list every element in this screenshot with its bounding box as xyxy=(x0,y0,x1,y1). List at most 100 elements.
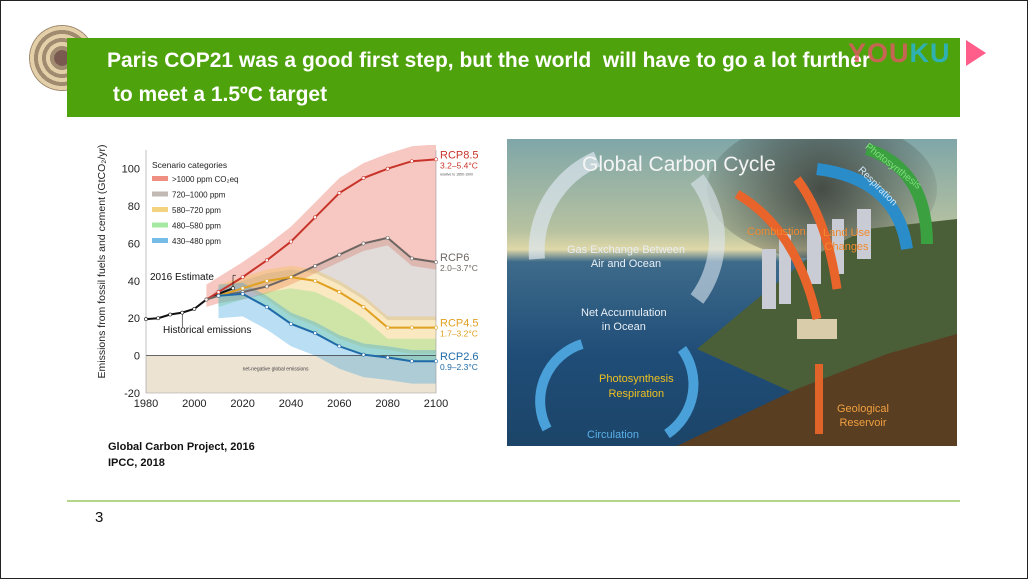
data-point xyxy=(361,352,366,357)
data-point xyxy=(434,325,438,330)
land-use-label: Land Use Changes xyxy=(823,227,871,253)
net-negative-label: net-negative global emissions xyxy=(243,367,309,373)
y-axis-label: Emissions from fossil fuels and cement (… xyxy=(96,145,108,378)
carbon-cycle-title: Global Carbon Cycle xyxy=(582,153,776,176)
y-tick-label: 20 xyxy=(128,313,140,325)
series-label: RCP8.5 xyxy=(440,149,479,161)
data-point xyxy=(385,325,390,330)
combustion-label: Combustion xyxy=(747,226,806,238)
watermark-you: YOU xyxy=(848,38,910,68)
x-tick-label: 2080 xyxy=(375,398,399,410)
legend-label: 720–1000 ppm xyxy=(172,191,226,200)
carbon-cycle-figure: Global Carbon Cycle Gas Exchange Between… xyxy=(507,139,957,446)
net-negative-region xyxy=(146,355,436,393)
data-point xyxy=(289,321,293,326)
data-point xyxy=(337,252,342,257)
carbon-cycle-graphics xyxy=(528,143,957,446)
data-point xyxy=(144,317,148,322)
data-point xyxy=(204,297,209,302)
y-tick-label: 80 xyxy=(128,201,140,213)
series-label: RCP4.5 xyxy=(440,318,479,330)
x-tick-label: 2060 xyxy=(327,398,351,410)
data-point xyxy=(216,290,221,294)
y-tick-label: 100 xyxy=(122,164,140,176)
source-line: IPCC, 2018 xyxy=(108,457,165,469)
data-point xyxy=(337,191,342,195)
legend-label: 430–480 ppm xyxy=(172,237,221,246)
data-point xyxy=(289,239,293,244)
estimate-annotation: 2016 Estimate xyxy=(150,272,214,283)
data-point xyxy=(264,278,269,283)
data-point xyxy=(409,359,414,364)
data-point xyxy=(180,310,185,315)
band-over-1000ppm xyxy=(206,145,436,308)
data-point xyxy=(361,176,366,180)
band-430-480ppm xyxy=(218,282,436,384)
gas-exchange-arrow-up xyxy=(528,151,601,260)
legend-title: Scenario categories xyxy=(152,160,227,170)
legend-label: 480–580 ppm xyxy=(172,222,221,231)
y-tick-label: 0 xyxy=(134,351,140,363)
photosynthesis-arrow xyxy=(864,143,933,245)
footer-divider xyxy=(67,500,960,502)
series-line-historical-emissions xyxy=(145,287,234,321)
circulation-arrow-down xyxy=(664,346,699,439)
data-point xyxy=(361,305,366,309)
series-label: RCP6 xyxy=(440,252,469,264)
data-point xyxy=(313,331,318,336)
y-tick-label: 40 xyxy=(128,276,140,288)
data-point xyxy=(409,256,414,261)
legend-swatch xyxy=(152,222,168,228)
series-range: 0.9–2.3°C xyxy=(440,362,478,372)
y-tick-label: -20 xyxy=(124,388,140,400)
data-point xyxy=(385,235,390,240)
data-point xyxy=(264,258,269,263)
combustion-arrow xyxy=(734,190,822,320)
data-point xyxy=(434,359,438,364)
geological-arrow xyxy=(815,364,823,434)
data-point xyxy=(240,275,245,280)
band-720-1000ppm xyxy=(206,237,436,321)
data-point xyxy=(240,286,245,291)
series-line-rcp2-6 xyxy=(218,292,436,363)
x-tick-label: 1980 xyxy=(134,398,158,410)
data-point xyxy=(216,293,221,298)
data-point xyxy=(337,290,342,294)
data-point xyxy=(337,344,342,349)
data-point xyxy=(240,292,245,296)
data-point xyxy=(289,275,293,280)
circulation-arrow-up xyxy=(535,339,584,432)
legend-swatch xyxy=(152,176,168,181)
legend-swatch xyxy=(152,238,168,243)
legend-label: 580–720 ppm xyxy=(172,206,221,215)
series-label: RCP2.6 xyxy=(440,351,479,363)
gas-exchange-label: Gas Exchange Between Air and Ocean xyxy=(567,244,686,270)
source-line: Global Carbon Project, 2016 xyxy=(108,441,255,453)
ocean-photosynthesis-label: Photosynthesis Respiration xyxy=(599,373,674,400)
slide-title: Paris COP21 was a good first step, but t… xyxy=(107,49,871,106)
data-point xyxy=(313,215,318,220)
band-580-720ppm xyxy=(218,265,436,354)
baseline-note: relative to 1850-1900 xyxy=(440,172,473,176)
circulation-label: Circulation xyxy=(587,429,639,441)
x-tick-label: 2100 xyxy=(424,398,448,410)
data-point xyxy=(156,316,160,321)
data-point xyxy=(434,260,438,265)
net-accumulation-label: Net Accumulation in Ocean xyxy=(581,307,667,333)
data-point xyxy=(168,312,173,317)
series-range: 3.2–5.4°C xyxy=(440,160,478,170)
band-480-580ppm xyxy=(218,288,436,362)
series-line-rcp4-5 xyxy=(218,276,436,329)
data-point xyxy=(409,159,414,164)
data-point xyxy=(409,325,414,330)
x-tick-label: 2020 xyxy=(230,398,254,410)
x-tick-label: 2040 xyxy=(279,398,303,410)
page-number: 3 xyxy=(95,509,104,526)
data-point xyxy=(264,305,269,309)
data-point xyxy=(313,278,318,283)
series-range: 2.0–3.7°C xyxy=(440,263,478,273)
data-point xyxy=(361,241,366,246)
data-point xyxy=(385,355,390,360)
play-logo-icon xyxy=(966,40,986,66)
x-tick-label: 2000 xyxy=(182,398,206,410)
